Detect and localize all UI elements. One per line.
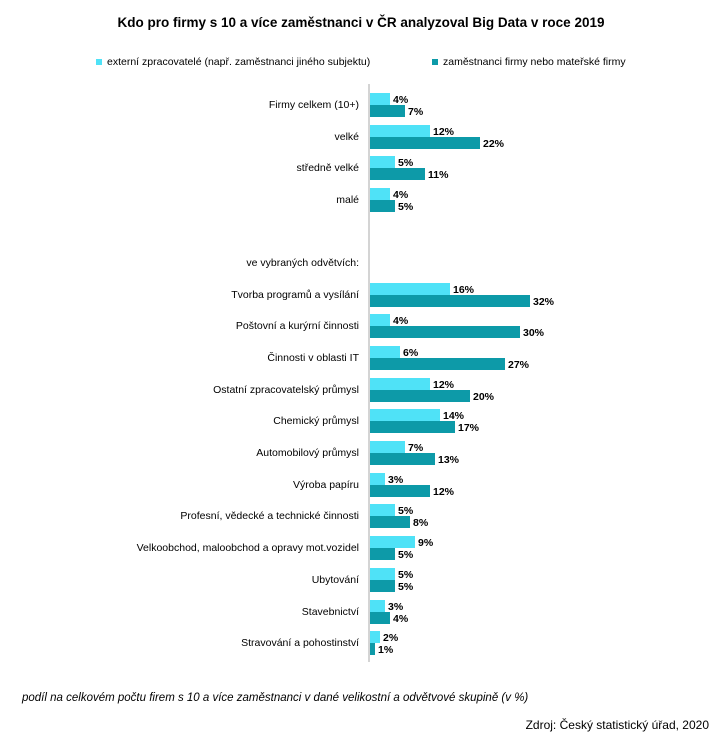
data-label-series-2: 7% xyxy=(408,106,424,118)
bar-series-2 xyxy=(370,612,390,624)
bar-series-2 xyxy=(370,168,425,180)
plot-area: Firmy celkem (10+) 4%7%velké 12%22%středně… xyxy=(137,93,555,656)
data-label-series-2: 30% xyxy=(523,327,545,339)
data-label-series-1: 4% xyxy=(393,189,409,201)
data-label-series-1: 12% xyxy=(433,379,455,391)
category-label: Výroba papíru xyxy=(293,479,359,491)
bar-series-1 xyxy=(370,188,390,200)
bar-series-1 xyxy=(370,536,415,548)
data-label-series-1: 4% xyxy=(393,315,409,327)
bar-series-2 xyxy=(370,295,530,307)
data-label-series-2: 20% xyxy=(473,391,495,403)
data-label-series-2: 5% xyxy=(398,581,414,593)
bar-series-1 xyxy=(370,631,380,643)
bar-series-1 xyxy=(370,473,385,485)
bar-series-1 xyxy=(370,93,390,105)
bar-series-1 xyxy=(370,504,395,516)
category-label: Automobilový průmysl xyxy=(256,447,359,459)
data-label-series-1: 14% xyxy=(443,410,465,422)
data-label-series-1: 2% xyxy=(383,632,399,644)
bar-series-2 xyxy=(370,516,410,528)
bar-series-1 xyxy=(370,346,400,358)
footnote: podíl na celkovém počtu firem s 10 a víc… xyxy=(22,692,529,704)
data-label-series-2: 1% xyxy=(378,644,394,656)
bar-series-1 xyxy=(370,156,395,168)
data-label-series-2: 4% xyxy=(393,613,409,625)
category-label: velké xyxy=(334,131,359,143)
category-label: Tvorba programů a vysílání xyxy=(231,289,359,301)
bar-series-2 xyxy=(370,105,405,117)
legend-swatch-2 xyxy=(432,59,438,65)
bar-series-2 xyxy=(370,421,455,433)
bar-series-1 xyxy=(370,378,430,390)
bar-series-1 xyxy=(370,283,450,295)
bar-series-1 xyxy=(370,600,385,612)
category-label: malé xyxy=(336,194,359,206)
source-note: Zdroj: Český statistický úřad, 2020 xyxy=(525,718,709,732)
bar-series-1 xyxy=(370,314,390,326)
category-label: Ubytování xyxy=(312,574,359,586)
bar-series-2 xyxy=(370,137,480,149)
bar-series-2 xyxy=(370,548,395,560)
data-label-series-1: 4% xyxy=(393,94,409,106)
bar-series-2 xyxy=(370,580,395,592)
category-label: Profesní, vědecké a technické činnosti xyxy=(180,510,359,522)
legend-label-2: zaměstnanci firmy nebo mateřské firmy xyxy=(443,56,626,68)
chart-title: Kdo pro firmy s 10 a více zaměstnanci v … xyxy=(118,15,605,30)
bar-series-2 xyxy=(370,200,395,212)
category-label: ve vybraných odvětvích: xyxy=(246,257,359,269)
data-label-series-2: 27% xyxy=(508,359,530,371)
category-label: Ostatní zpracovatelský průmysl xyxy=(213,384,359,396)
category-label: Činnosti v oblasti IT xyxy=(267,351,359,364)
data-label-series-2: 17% xyxy=(458,422,480,434)
data-label-series-2: 5% xyxy=(398,201,414,213)
category-label: Chemický průmysl xyxy=(273,415,359,427)
legend: externí zpracovatelé (např. zaměstnanci … xyxy=(96,56,626,68)
data-label-series-2: 22% xyxy=(483,138,505,150)
bar-series-2 xyxy=(370,358,505,370)
data-label-series-1: 5% xyxy=(398,157,414,169)
data-label-series-1: 16% xyxy=(453,284,475,296)
category-label: Velkoobchod, maloobchod a opravy mot.voz… xyxy=(137,542,359,554)
bar-series-1 xyxy=(370,125,430,137)
data-label-series-1: 12% xyxy=(433,126,455,138)
data-label-series-1: 5% xyxy=(398,505,414,517)
bar-series-2 xyxy=(370,453,435,465)
bar-series-2 xyxy=(370,485,430,497)
data-label-series-1: 3% xyxy=(388,601,404,613)
bar-series-2 xyxy=(370,390,470,402)
data-label-series-2: 32% xyxy=(533,296,555,308)
data-label-series-2: 8% xyxy=(413,517,429,529)
data-label-series-1: 9% xyxy=(418,537,434,549)
data-label-series-1: 5% xyxy=(398,569,414,581)
data-label-series-2: 12% xyxy=(433,486,455,498)
data-label-series-1: 6% xyxy=(403,347,419,359)
category-label: středně velké xyxy=(297,162,360,174)
legend-swatch-1 xyxy=(96,59,102,65)
category-label: Poštovní a kurýrní činnosti xyxy=(236,320,359,332)
bar-series-2 xyxy=(370,643,375,655)
chart: Kdo pro firmy s 10 a více zaměstnanci v … xyxy=(96,15,626,662)
category-label: Stravování a pohostinství xyxy=(241,637,359,649)
bar-series-1 xyxy=(370,568,395,580)
data-label-series-2: 11% xyxy=(428,169,449,181)
bar-series-1 xyxy=(370,409,440,421)
category-label: Stavebnictví xyxy=(302,606,359,618)
legend-label-1: externí zpracovatelé (např. zaměstnanci … xyxy=(107,56,370,68)
category-label: Firmy celkem (10+) xyxy=(269,99,359,111)
data-label-series-2: 5% xyxy=(398,549,414,561)
data-label-series-1: 3% xyxy=(388,474,404,486)
data-label-series-1: 7% xyxy=(408,442,424,454)
data-label-series-2: 13% xyxy=(438,454,460,466)
bar-series-2 xyxy=(370,326,520,338)
bar-series-1 xyxy=(370,441,405,453)
